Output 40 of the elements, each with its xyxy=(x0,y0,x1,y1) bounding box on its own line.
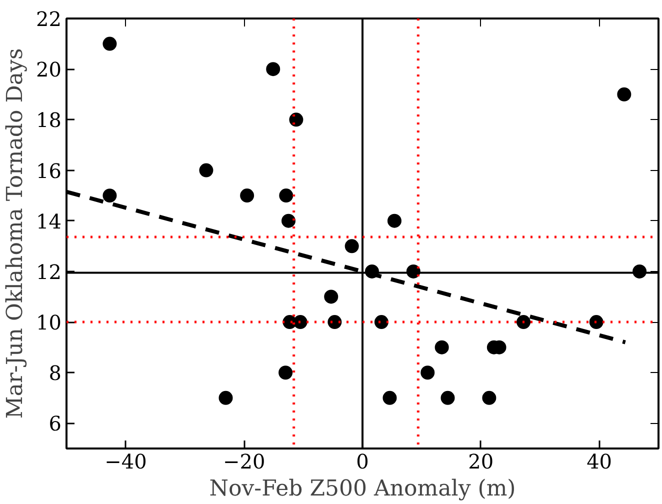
x-tick-label: 40 xyxy=(586,450,612,474)
point xyxy=(516,315,531,330)
y-tick-label: 14 xyxy=(36,209,62,234)
point xyxy=(617,87,632,102)
point xyxy=(440,390,455,405)
y-tick-label: 18 xyxy=(36,108,62,132)
point xyxy=(374,315,388,330)
point xyxy=(293,315,308,330)
point xyxy=(279,188,294,203)
point xyxy=(328,315,342,330)
y-tick-label: 12 xyxy=(36,260,62,284)
point xyxy=(199,163,214,178)
y-axis-title: Mar-Jun Oklahoma Tornado Days xyxy=(3,48,28,419)
y-tick-label: 8 xyxy=(48,361,62,386)
y-tick-label: 16 xyxy=(36,158,62,183)
point xyxy=(282,214,296,228)
point xyxy=(420,366,435,380)
point xyxy=(482,390,496,405)
point xyxy=(102,188,117,203)
y-tick-label: 10 xyxy=(36,310,62,335)
y-tick-label: 22 xyxy=(36,7,62,31)
point xyxy=(102,36,117,51)
point xyxy=(240,188,254,203)
y-tick-label: 20 xyxy=(36,58,62,82)
x-axis-title: Nov-Feb Z500 Anomaly (m) xyxy=(209,476,516,502)
point xyxy=(289,112,304,127)
x-tick-label: −40 xyxy=(104,450,147,474)
x-tick-label: 20 xyxy=(468,450,494,474)
point xyxy=(382,390,397,405)
x-tick-label: 0 xyxy=(356,450,369,474)
y-tick-label: 6 xyxy=(48,412,62,436)
point xyxy=(344,239,359,254)
point xyxy=(218,390,233,405)
point xyxy=(278,366,293,380)
point xyxy=(589,315,604,330)
point xyxy=(266,62,280,76)
point xyxy=(434,340,449,354)
point xyxy=(324,290,338,304)
x-tick-label: −20 xyxy=(222,450,266,474)
point xyxy=(387,214,402,228)
